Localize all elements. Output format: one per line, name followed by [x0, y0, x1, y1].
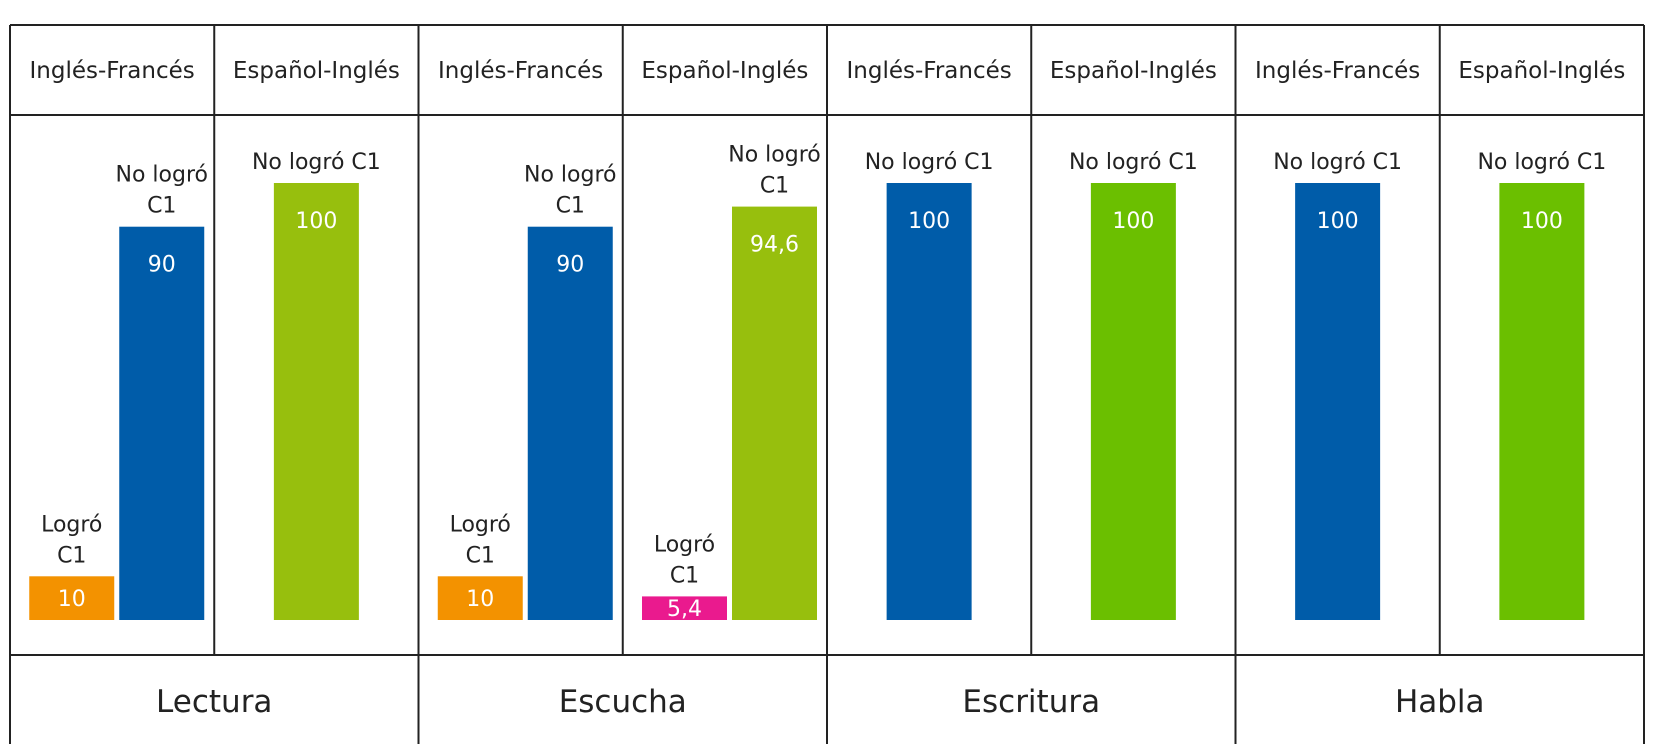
data-label: 100	[908, 209, 950, 234]
bar	[119, 226, 205, 620]
bar	[1499, 183, 1585, 620]
skill-label: Escucha	[559, 684, 687, 720]
bar	[1090, 183, 1176, 620]
skill-label: Habla	[1395, 684, 1485, 720]
bar	[732, 206, 817, 620]
group-header: Español-Inglés	[233, 58, 400, 84]
data-label: 10	[58, 587, 86, 612]
data-label: 100	[1521, 209, 1563, 234]
group-headers: Inglés-Francés Español-Inglés Inglés-Franc…	[30, 58, 1626, 84]
data-label: 94,6	[750, 233, 799, 258]
group-header: Español-Inglés	[641, 58, 808, 84]
data-label: 100	[1317, 209, 1359, 234]
bar-category-label: No logró C1	[865, 150, 994, 175]
bar	[273, 183, 359, 620]
bar	[1295, 183, 1381, 620]
group-header: Inglés-Francés	[847, 58, 1012, 84]
bar-category-label: No logró C1	[1273, 150, 1402, 175]
bar-category-label: No logró C1	[524, 163, 616, 219]
data-label: 90	[148, 253, 176, 278]
bars: 10 Logró C1 90 No logró C1 100 No logró C1 10 Log…	[29, 143, 1606, 622]
group-header: Inglés-Francés	[438, 58, 603, 84]
skill-label: Escritura	[962, 684, 1100, 720]
group-header: Inglés-Francés	[30, 58, 195, 84]
bar-category-label: No logró C1	[1477, 150, 1606, 175]
bar-category-label: No logró C1	[116, 163, 208, 219]
data-label: 100	[1112, 209, 1154, 234]
bar-category-label: No logró C1	[1069, 150, 1198, 175]
bar-category-label: Logró C1	[41, 512, 102, 568]
table-grid	[9, 24, 1645, 744]
bar	[642, 596, 727, 620]
bar-category-label: No logró C1	[728, 143, 820, 199]
skill-labels: Lectura Escucha Escritura Habla	[156, 684, 1485, 720]
bar	[527, 226, 613, 620]
bar-category-label: Logró C1	[654, 532, 715, 588]
group-header: Español-Inglés	[1050, 58, 1217, 84]
skill-label: Lectura	[156, 684, 272, 720]
bar-category-label: Logró C1	[450, 512, 511, 568]
data-label: 5,4	[667, 597, 702, 622]
bar	[437, 576, 523, 620]
group-header: Inglés-Francés	[1255, 58, 1420, 84]
bar	[29, 576, 115, 620]
data-label: 90	[556, 253, 584, 278]
data-label: 10	[466, 587, 494, 612]
data-label: 100	[295, 209, 337, 234]
group-header: Español-Inglés	[1458, 58, 1625, 84]
bar-category-label: No logró C1	[252, 150, 381, 175]
bar	[886, 183, 972, 620]
